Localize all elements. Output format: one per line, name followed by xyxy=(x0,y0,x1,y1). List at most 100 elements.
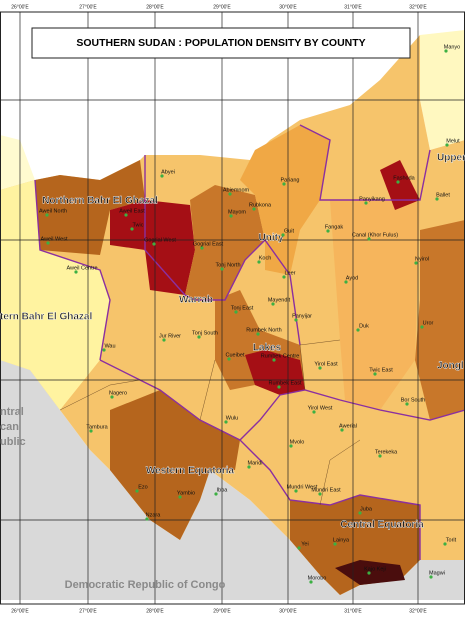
town-dot xyxy=(247,465,251,469)
county-label: Maridi xyxy=(248,460,263,466)
region xyxy=(35,160,145,255)
town-dot xyxy=(344,280,348,284)
town-dot xyxy=(297,546,301,550)
longitude-labels: 26°00'E 27°00'E 28°00'E 29°00'E 30°00'E 31°00… xyxy=(11,4,427,614)
state-label: Lakes xyxy=(253,343,282,354)
longitude-label: 29°00'E xyxy=(213,4,231,10)
title-box xyxy=(31,27,411,59)
county-label: Ibba xyxy=(217,487,229,493)
county-label: Terekeka xyxy=(375,449,398,455)
county-label: Duk xyxy=(359,323,369,329)
north-area xyxy=(420,30,465,150)
county-label: Mayom xyxy=(228,209,246,215)
town-dot xyxy=(356,328,360,332)
town-dot xyxy=(309,580,313,584)
longitude-label: 26°00'E xyxy=(11,608,29,614)
region xyxy=(110,200,195,295)
county-label: Rumbek North xyxy=(246,327,281,333)
county-label: Yirol West xyxy=(308,405,333,411)
county-label: Cueibet xyxy=(226,352,245,358)
state-border xyxy=(144,155,301,346)
county-label: Twic xyxy=(133,222,144,228)
state-border xyxy=(299,124,431,201)
town-dot xyxy=(405,402,409,406)
town-dot xyxy=(89,429,93,433)
county-label: Mundri West xyxy=(287,484,318,490)
county-label: Panyikang xyxy=(359,196,385,202)
county-label: Abiemnom xyxy=(223,187,250,193)
county-label: Rumbek East xyxy=(268,380,301,386)
county-border xyxy=(59,379,141,411)
county-label: Abyei xyxy=(161,169,175,175)
county-label: Bor South xyxy=(401,397,425,403)
town-dot xyxy=(197,335,201,339)
country-label: ntral xyxy=(0,406,24,418)
county-label: Ballet xyxy=(436,192,450,198)
country-label: can xyxy=(0,421,19,433)
town-dot xyxy=(420,325,424,329)
north-area xyxy=(0,135,35,190)
town-dot xyxy=(445,143,449,147)
county-label: Nzara xyxy=(146,512,162,518)
town-dot xyxy=(318,366,322,370)
longitude-label: 26°00'E xyxy=(11,4,29,10)
county-label: Mayendit xyxy=(268,297,291,303)
longitude-label: 31°00'E xyxy=(344,4,362,10)
county-label: Gogrial East xyxy=(193,241,224,247)
town-dot xyxy=(229,214,233,218)
title: SOUTHERN SUDAN : POPULATION DENSITY BY C… xyxy=(76,37,365,49)
town-dot xyxy=(326,229,330,233)
country-label: ublic xyxy=(0,436,26,448)
town-dot xyxy=(135,489,139,493)
town-dot xyxy=(257,260,261,264)
county-label: Fangak xyxy=(325,224,344,230)
town-dot xyxy=(435,197,439,201)
county-label: Aweil Centre xyxy=(66,265,97,271)
state-border xyxy=(34,179,111,361)
county-label: Gogrial West xyxy=(144,237,176,243)
county-labels: Abyei Aweil North Aweil East Aweil West Awei… xyxy=(39,44,460,584)
country-label: Democratic Republic of Congo xyxy=(65,579,226,591)
town-dot xyxy=(396,180,400,184)
county-label: Aweil North xyxy=(39,208,67,214)
county-label: Nagero xyxy=(109,390,127,396)
county-label: Fashoda xyxy=(393,175,415,181)
town-dot xyxy=(318,492,322,496)
longitude-label: 32°00'E xyxy=(409,608,427,614)
region xyxy=(330,200,420,410)
town-dot xyxy=(378,454,382,458)
region xyxy=(240,125,330,275)
county-label: Guit xyxy=(284,228,295,234)
county-label: Kajo Keji xyxy=(364,566,386,572)
town-dot xyxy=(294,489,298,493)
town-dot xyxy=(130,227,134,231)
town-dot xyxy=(162,338,166,342)
town-dot xyxy=(367,237,371,241)
town-dot xyxy=(282,182,286,186)
graticule xyxy=(0,12,465,604)
town-dot xyxy=(373,372,377,376)
longitude-label: 30°00'E xyxy=(279,608,297,614)
county-label: Tonj South xyxy=(192,330,218,336)
county-label: Mundri East xyxy=(311,487,341,493)
town-dot xyxy=(444,49,448,53)
county-label: Yambio xyxy=(177,490,195,496)
region xyxy=(0,180,110,410)
county-label: Awerial xyxy=(339,423,357,429)
town-dot xyxy=(271,302,275,306)
county-label: Canal (Khor Fulus) xyxy=(352,232,398,238)
longitude-label: 32°00'E xyxy=(409,4,427,10)
state-label: Unity xyxy=(259,233,284,244)
town-dot xyxy=(367,571,371,575)
state-border xyxy=(239,439,421,560)
town-dot xyxy=(282,275,286,279)
longitude-label: 27°00'E xyxy=(79,608,97,614)
longitude-label: 31°00'E xyxy=(344,608,362,614)
county-label: Juba xyxy=(360,506,373,512)
county-label: Jur River xyxy=(159,333,181,339)
town-dot xyxy=(220,267,224,271)
state-label: Jongl xyxy=(437,361,464,372)
town-dot xyxy=(124,213,128,217)
county-border xyxy=(319,439,361,506)
